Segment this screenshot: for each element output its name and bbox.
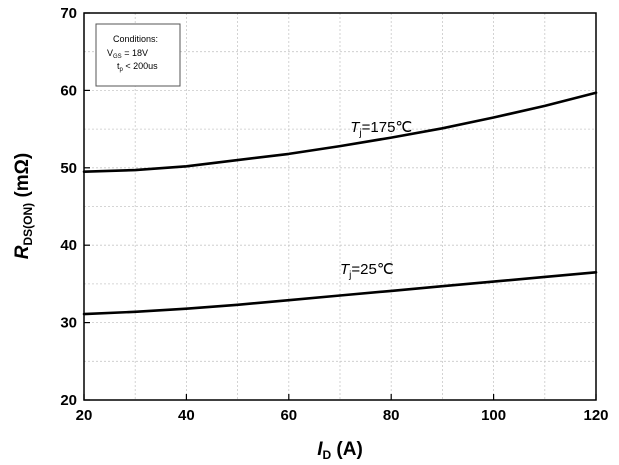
ticks: 20 40 60 80 100 120 20 30 40 50 60 70 (60, 5, 608, 424)
x-tick-label: 120 (583, 407, 608, 424)
y-tick-label: 50 (60, 160, 77, 177)
x-tick-label: 80 (383, 407, 400, 424)
x-tick-label: 60 (280, 407, 297, 424)
series-label-1: Tj=25℃ (340, 261, 394, 281)
x-axis-title: ID (A) (317, 439, 363, 462)
conditions-title: Conditions: (113, 34, 158, 44)
conditions-tp: tp < 200us (117, 61, 158, 73)
series-label-0: Tj=175℃ (350, 119, 412, 139)
curves (82, 91, 598, 316)
grid (84, 13, 596, 400)
x-tick-label: 20 (76, 407, 93, 424)
conditions-vgs: VGS = 18V (107, 48, 148, 60)
y-axis-title: RDS(ON) (mΩ) (12, 153, 35, 259)
y-tick-label: 40 (60, 237, 77, 254)
series-line-0 (82, 91, 598, 173)
x-tick-label: 40 (178, 407, 195, 424)
conditions-box: Conditions: VGS = 18V tp < 200us (95, 23, 181, 87)
series-line-1 (82, 270, 598, 316)
x-tick-label: 100 (481, 407, 506, 424)
series-labels: Tj=175℃ Tj=25℃ (340, 119, 412, 281)
y-tick-label: 20 (60, 392, 77, 409)
y-tick-label: 60 (60, 82, 77, 99)
y-tick-label: 70 (60, 5, 77, 22)
plot-frame (83, 12, 597, 401)
y-tick-label: 30 (60, 315, 77, 332)
